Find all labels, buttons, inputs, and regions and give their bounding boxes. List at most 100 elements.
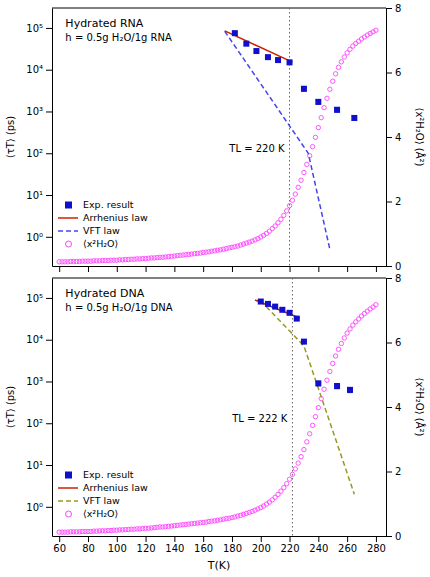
plot-frame-top — [52, 278, 386, 279]
y-axis-tick-mark — [46, 111, 52, 112]
y2-axis-tick: 6 — [386, 337, 401, 348]
x-axis-tick: 180 — [223, 536, 242, 554]
x-axis-tick-mark — [203, 266, 204, 272]
x-axis-tick-mark — [59, 536, 60, 542]
point — [315, 380, 321, 386]
point — [351, 115, 357, 121]
plot-area — [57, 278, 378, 536]
y-axis-tick-mark — [46, 423, 52, 424]
point — [284, 482, 288, 486]
point — [334, 383, 340, 389]
y-axis-tick-label: 10⁵ — [26, 23, 43, 34]
y2-axis-tick-label: 6 — [395, 67, 401, 78]
point — [348, 327, 352, 331]
point — [290, 198, 294, 202]
point — [333, 354, 337, 358]
y2-axis-tick-label: 8 — [395, 3, 401, 14]
legend-item: ⟨x²H₂O⟩ — [66, 508, 119, 519]
point — [301, 339, 307, 345]
point — [233, 515, 237, 519]
line — [225, 31, 293, 62]
x-axis-tick — [347, 266, 348, 272]
error-bar — [335, 384, 340, 389]
legend-label: Arrhenius law — [83, 482, 148, 493]
y-axis-tick-label: 10¹ — [26, 190, 43, 201]
x-axis-tick-mark — [347, 266, 348, 272]
error-bar — [348, 387, 353, 392]
x-axis-tick-mark — [88, 536, 89, 542]
x-axis-tick-mark — [290, 266, 291, 272]
point — [319, 115, 323, 119]
y-axis-tick: 10⁰ — [26, 232, 52, 243]
y-axis: 10⁰10¹10²10³10⁴10⁵ — [26, 279, 52, 537]
y2-axis-tick-label: 6 — [395, 337, 401, 348]
point — [270, 498, 274, 502]
y2-axis-tick-mark — [386, 407, 392, 408]
x-axis-tick-label: 260 — [338, 543, 357, 554]
point — [293, 467, 297, 471]
point — [265, 301, 271, 307]
x-axis: 6080100120140160180200220240260280 — [53, 536, 387, 554]
point — [325, 378, 329, 382]
point — [325, 96, 329, 100]
point — [279, 217, 283, 221]
x-axis-tick-mark — [117, 266, 118, 272]
error-bar — [301, 87, 306, 91]
series-3 — [57, 303, 378, 535]
legend-swatch — [65, 472, 72, 479]
y-axis-tick: 10⁴ — [26, 64, 52, 75]
y-axis-tick-mark — [46, 507, 52, 508]
x-axis-tick-mark — [261, 266, 262, 272]
subtitle: h = 0.5g H₂O/1g RNA — [65, 32, 172, 43]
point — [305, 440, 309, 444]
x-axis-tick — [88, 266, 89, 272]
point — [296, 461, 300, 465]
point — [247, 240, 251, 244]
point — [307, 432, 311, 436]
x-axis-tick — [290, 266, 291, 272]
point — [310, 144, 314, 148]
y2-axis-title: ⟨x²H₂O⟩ (Å²) — [414, 378, 426, 437]
point — [282, 213, 286, 217]
x-axis-tick-label: 220 — [280, 543, 299, 554]
y-axis-tick: 10² — [26, 418, 52, 429]
y-axis-tick-mark — [46, 298, 52, 299]
point — [284, 209, 288, 213]
point — [301, 86, 307, 92]
reference-line — [289, 8, 290, 266]
y-axis-tick-label: 10⁰ — [26, 232, 43, 243]
y-axis-tick-mark — [46, 340, 52, 341]
legend-item: VFT law — [58, 225, 120, 236]
point — [287, 203, 291, 207]
point — [351, 44, 355, 48]
x-axis-tick-label: 120 — [137, 543, 156, 554]
point — [315, 99, 321, 105]
x-axis-tick: 280 — [367, 536, 386, 554]
x-axis-tick-mark — [347, 536, 348, 542]
point — [287, 59, 293, 65]
error-bar — [316, 100, 321, 104]
point — [302, 447, 306, 451]
point — [238, 243, 242, 247]
point — [243, 41, 249, 47]
point — [359, 314, 363, 318]
point — [267, 229, 271, 233]
y-axis-tick-label: 10⁴ — [26, 64, 43, 75]
point — [374, 28, 378, 32]
legend-item: ⟨x²H₂O⟩ — [66, 238, 119, 249]
legend-label: Exp. result — [83, 199, 134, 210]
point — [336, 65, 340, 69]
point — [244, 511, 248, 515]
y2-axis-title: ⟨x²H₂O⟩ (Å²) — [414, 108, 426, 167]
series-2 — [225, 31, 330, 249]
legend-label: ⟨x²H₂O⟩ — [83, 238, 118, 249]
x-axis-tick: 260 — [338, 536, 357, 554]
x-axis-tick-mark — [290, 536, 291, 542]
x-axis-tick: 140 — [165, 536, 184, 554]
x-axis-tick — [203, 266, 204, 272]
y-axis-tick: 10⁴ — [26, 334, 52, 345]
point — [342, 336, 346, 340]
y2-axis-tick-mark — [386, 278, 392, 279]
y2-axis-tick-mark — [386, 536, 392, 537]
legend-label: VFT law — [83, 495, 120, 506]
